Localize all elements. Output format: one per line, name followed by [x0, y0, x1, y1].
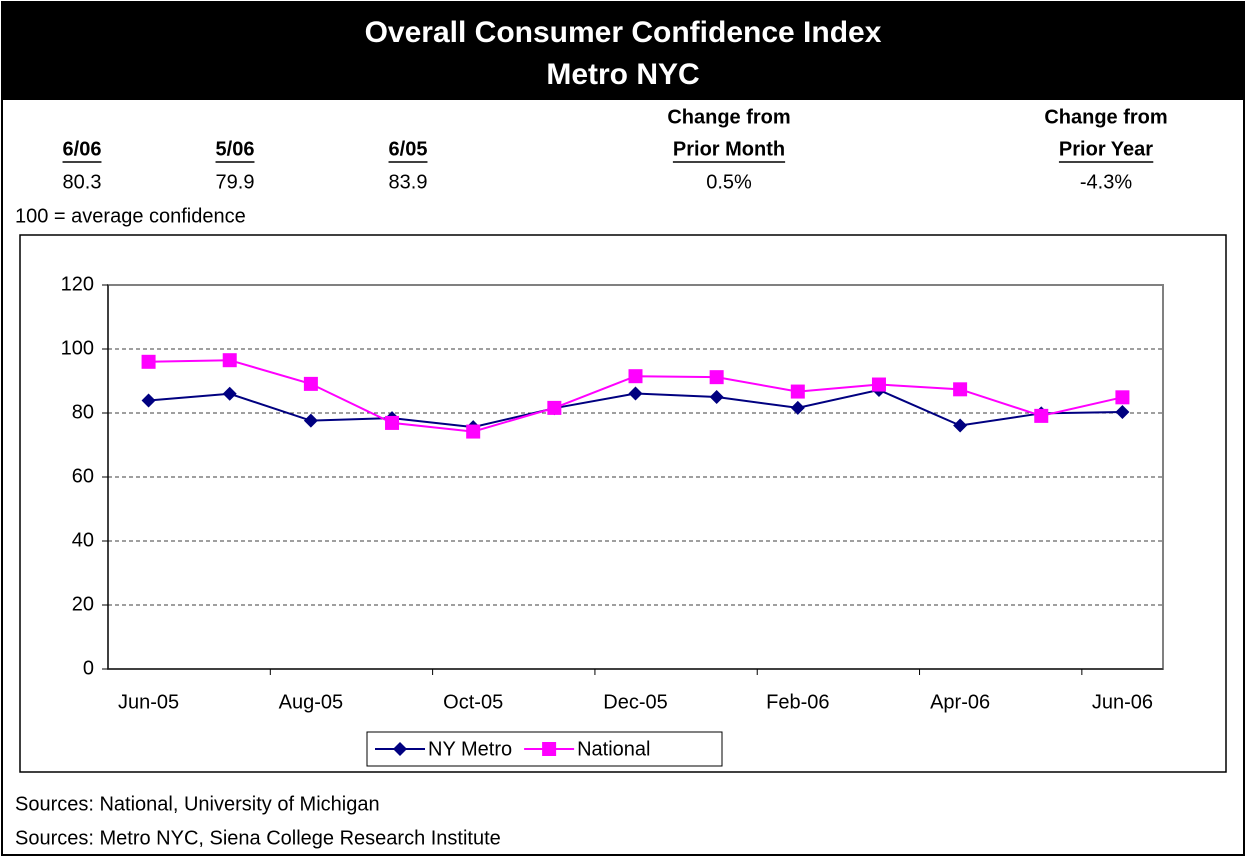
point: [790, 400, 805, 415]
column-header: Change from: [1044, 106, 1167, 128]
legend-marker: [542, 742, 557, 756]
point: [709, 390, 724, 404]
point: [303, 413, 318, 428]
x-tick-label: Aug-05: [279, 691, 344, 713]
column-value: 83.9: [389, 171, 428, 193]
point: [953, 382, 968, 397]
point: [141, 354, 156, 369]
column-value: 80.3: [63, 171, 102, 193]
point: [303, 376, 318, 391]
column-header: Prior Year: [1059, 138, 1153, 160]
column-header: Prior Month: [673, 138, 785, 160]
chart-frame: [19, 234, 1227, 773]
point: [628, 386, 643, 401]
column-header: 6/05: [389, 138, 428, 160]
point: [628, 369, 643, 384]
column-value: 0.5%: [706, 171, 752, 193]
point: [222, 353, 237, 368]
y-tick-label: 80: [72, 401, 94, 423]
source: Sources: National, University of Michiga…: [15, 793, 380, 815]
point: [385, 415, 400, 430]
y-tick-label: 40: [72, 529, 94, 551]
x-tick-label: Jun-05: [118, 691, 179, 713]
y-tick-label: 100: [61, 337, 94, 359]
column-header: Change from: [667, 106, 790, 128]
column-header: 5/06: [216, 138, 255, 160]
point: [790, 384, 805, 399]
y-tick-label: 0: [83, 657, 94, 679]
column-value: 79.9: [216, 171, 255, 193]
x-tick-label: Oct-05: [443, 691, 503, 713]
column-value: -4.3%: [1080, 171, 1132, 193]
legend-marker: [393, 742, 407, 756]
note: 100 = average confidence: [15, 205, 246, 227]
point: [1115, 390, 1130, 405]
legend-label: National: [577, 738, 650, 760]
point: [953, 418, 968, 433]
point: [871, 377, 886, 392]
y-tick-label: 120: [61, 273, 94, 295]
source: Sources: Metro NYC, Siena College Resear…: [15, 827, 501, 849]
point: [547, 400, 562, 415]
point: [466, 424, 481, 439]
x-tick-label: Feb-06: [766, 691, 829, 713]
title-band: [2, 2, 1244, 100]
point: [141, 393, 156, 408]
x-tick-label: Dec-05: [603, 691, 667, 713]
point: [709, 370, 724, 385]
title: Overall Consumer Confidence Index: [365, 16, 882, 49]
column-header: 6/06: [63, 138, 102, 160]
x-tick-label: Apr-06: [930, 691, 990, 713]
point: [1034, 408, 1049, 423]
legend-label: NY Metro: [428, 738, 512, 760]
y-tick-label: 60: [72, 465, 94, 487]
subtitle: Metro NYC: [546, 58, 699, 91]
point: [1115, 405, 1130, 420]
x-tick-label: Jun-06: [1092, 691, 1153, 713]
point: [222, 386, 237, 401]
y-tick-label: 20: [72, 593, 94, 615]
